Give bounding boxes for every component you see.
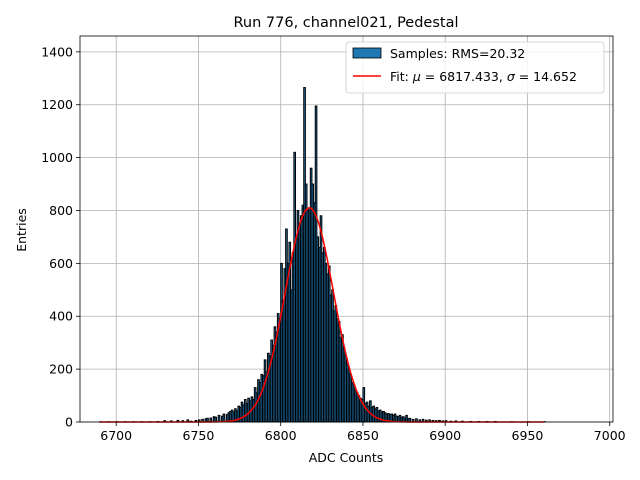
histogram-bar bbox=[217, 414, 221, 423]
y-tick-label: 1400 bbox=[41, 44, 73, 59]
x-tick-label: 6900 bbox=[429, 428, 461, 443]
x-tick-label: 6700 bbox=[100, 428, 132, 443]
x-tick-label: 6750 bbox=[183, 428, 215, 443]
y-tick-label: 200 bbox=[49, 362, 73, 377]
histogram-bar bbox=[222, 413, 226, 423]
x-axis-label: ADC Counts bbox=[309, 450, 384, 465]
y-tick-label: 600 bbox=[49, 256, 73, 271]
y-axis-ticks: 0 200 400 600 800 1000 1200 1400 bbox=[41, 44, 80, 430]
legend-fit-label: Fit: μ = 6817.433, σ = 14.652 bbox=[390, 69, 577, 84]
x-tick-label: 6850 bbox=[347, 428, 379, 443]
y-tick-label: 1200 bbox=[41, 97, 73, 112]
x-axis-ticks: 6700 6750 6800 6850 6900 6950 7000 bbox=[100, 422, 626, 443]
y-tick-label: 0 bbox=[65, 415, 73, 430]
y-tick-label: 400 bbox=[49, 309, 73, 324]
y-axis-label: Entries bbox=[14, 208, 29, 252]
legend-samples-label: Samples: RMS=20.32 bbox=[390, 46, 525, 61]
x-tick-label: 6950 bbox=[512, 428, 544, 443]
y-tick-label: 1000 bbox=[41, 150, 73, 165]
legend-box bbox=[345, 41, 605, 94]
plot-area-frame bbox=[79, 35, 614, 423]
legend: Samples: RMS=20.32 Fit: μ = 6817.433, σ … bbox=[345, 41, 605, 94]
x-tick-label: 7000 bbox=[594, 428, 626, 443]
grid-lines bbox=[80, 36, 613, 423]
histogram-bars bbox=[99, 87, 547, 423]
y-tick-label: 800 bbox=[49, 203, 73, 218]
chart-title: Run 776, channel021, Pedestal bbox=[233, 15, 458, 31]
x-tick-label: 6800 bbox=[265, 428, 297, 443]
legend-samples-swatch bbox=[352, 47, 382, 59]
